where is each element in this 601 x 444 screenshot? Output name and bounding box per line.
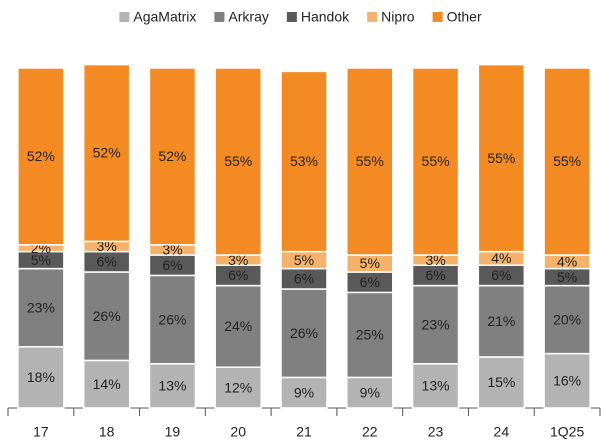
x-tick-label: 17 <box>33 424 49 440</box>
bar-segment <box>346 376 394 409</box>
data-label: 4% <box>491 250 511 266</box>
data-label: 9% <box>360 384 380 400</box>
legend-swatch <box>367 12 378 22</box>
bar-segment <box>148 363 197 409</box>
x-tick-label: 23 <box>428 424 444 440</box>
x-tick-label: 24 <box>494 424 510 440</box>
data-label: 3% <box>228 252 248 268</box>
bar-segment <box>411 67 460 256</box>
legend-swatch <box>432 12 443 22</box>
data-label: 5% <box>31 252 51 268</box>
data-label: 5% <box>557 269 577 285</box>
x-tick-label: 18 <box>99 424 115 440</box>
data-label: 6% <box>228 267 248 283</box>
legend-swatch <box>286 12 297 22</box>
data-label: 20% <box>553 311 581 327</box>
data-label: 16% <box>553 373 581 389</box>
data-label: 26% <box>158 311 186 327</box>
bar-segment <box>346 67 394 256</box>
legend-label: Arkray <box>228 9 268 25</box>
x-tick-label: 22 <box>362 424 378 440</box>
legend-swatch <box>119 12 130 22</box>
data-label: 52% <box>93 145 121 161</box>
data-label: 24% <box>224 318 252 334</box>
bar-segment <box>17 346 65 409</box>
data-label: 13% <box>422 378 450 394</box>
bar-segment <box>280 376 328 409</box>
data-label: 6% <box>360 274 380 290</box>
legend-label: Nipro <box>381 9 415 25</box>
data-label: 15% <box>487 374 515 390</box>
data-label: 23% <box>27 299 55 315</box>
data-label: 6% <box>425 267 445 283</box>
bar-segment <box>477 63 526 253</box>
bar-segment <box>477 356 526 409</box>
legend-label: Handok <box>301 9 350 25</box>
data-label: 4% <box>557 254 577 270</box>
bar-segment <box>543 67 591 256</box>
data-label: 55% <box>553 153 581 169</box>
data-label: 5% <box>294 252 314 268</box>
data-label: 5% <box>360 255 380 271</box>
data-label: 23% <box>422 316 450 332</box>
data-label: 12% <box>224 379 252 395</box>
data-label: 55% <box>487 150 515 166</box>
data-label: 26% <box>93 308 121 324</box>
bar-segment <box>214 67 262 256</box>
bar-segment <box>82 359 131 409</box>
data-label: 25% <box>356 327 384 343</box>
bar-segment <box>543 284 591 355</box>
x-tick-label: 19 <box>165 424 181 440</box>
x-tick-label: 21 <box>296 424 312 440</box>
data-label: 13% <box>158 378 186 394</box>
data-label: 55% <box>224 153 252 169</box>
data-label: 6% <box>491 267 511 283</box>
x-tick-label: 1Q25 <box>550 424 584 440</box>
data-label: 3% <box>162 242 182 258</box>
bar-segment <box>17 267 65 348</box>
data-label: 53% <box>290 153 318 169</box>
data-label: 26% <box>290 325 318 341</box>
data-label: 18% <box>27 369 55 385</box>
data-label: 3% <box>97 238 117 254</box>
legend-label: Other <box>447 9 482 25</box>
legend-label: AgaMatrix <box>133 9 196 25</box>
bar-segment <box>82 271 131 362</box>
data-label: 3% <box>425 252 445 268</box>
data-label: 55% <box>356 153 384 169</box>
x-tick-label: 20 <box>230 424 246 440</box>
data-label: 55% <box>422 153 450 169</box>
bar-segment <box>148 274 197 365</box>
bar-segment <box>411 284 460 365</box>
bar-segment <box>17 67 65 246</box>
bar-segment <box>82 63 131 243</box>
data-label: 6% <box>97 254 117 270</box>
bar-segment <box>214 284 262 368</box>
bar-segment <box>411 363 460 409</box>
bar-segment <box>148 67 197 246</box>
data-label: 6% <box>162 257 182 273</box>
data-label: 21% <box>487 313 515 329</box>
data-label: 14% <box>93 376 121 392</box>
bar-segment <box>543 352 591 409</box>
data-label: 9% <box>294 384 314 400</box>
legend-swatch <box>214 12 225 22</box>
data-label: 52% <box>158 148 186 164</box>
data-label: 6% <box>294 271 314 287</box>
bar-segment <box>477 284 526 358</box>
bar-segment <box>280 70 328 253</box>
data-label: 52% <box>27 148 55 164</box>
bar-segment <box>346 291 394 379</box>
